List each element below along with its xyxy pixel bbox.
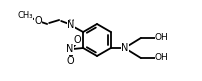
Text: H: H	[68, 18, 74, 24]
Text: O: O	[73, 35, 81, 45]
Text: OH: OH	[155, 53, 169, 63]
Text: N: N	[66, 44, 74, 55]
Text: N: N	[121, 43, 128, 53]
Text: CH₃: CH₃	[17, 12, 33, 20]
Text: N: N	[67, 20, 75, 31]
Text: O: O	[34, 16, 42, 26]
Text: OH: OH	[155, 34, 169, 43]
Text: O: O	[66, 56, 74, 66]
